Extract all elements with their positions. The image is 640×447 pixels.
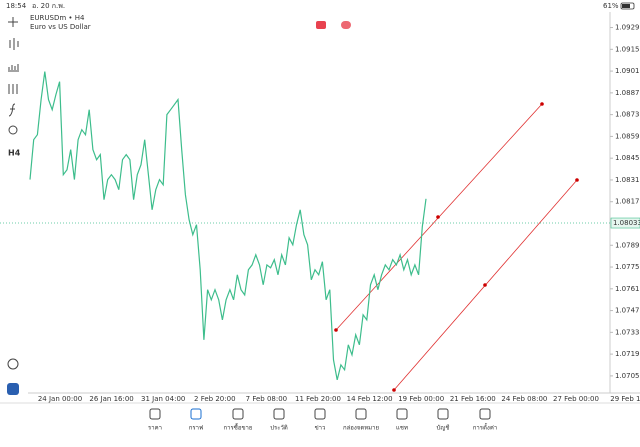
price-line xyxy=(29,71,427,381)
x-tick-label: 14 Feb 12:00 xyxy=(347,395,393,403)
nav-label[interactable]: ราคา xyxy=(148,425,162,432)
nav-label[interactable]: ข่าว xyxy=(315,425,326,432)
one-click-button[interactable] xyxy=(341,21,351,29)
trend-handle[interactable] xyxy=(575,178,579,182)
nav-icon[interactable] xyxy=(355,408,367,420)
x-tick-label: 7 Feb 08:00 xyxy=(246,395,287,403)
nav-label[interactable]: ประวัติ xyxy=(270,425,288,432)
status-battery: 61% xyxy=(603,2,619,10)
y-tick-label: 1.08310 xyxy=(615,176,640,184)
y-tick-label: 1.08450 xyxy=(615,154,640,162)
y-tick-label: 1.07190 xyxy=(615,350,640,358)
nav-icon[interactable] xyxy=(273,408,285,420)
chart-type-icon[interactable] xyxy=(9,38,19,50)
x-tick-label: 19 Feb 00:00 xyxy=(398,395,444,403)
nav-icon[interactable] xyxy=(479,408,491,420)
objects-icon[interactable] xyxy=(8,125,18,135)
y-tick-label: 1.07330 xyxy=(615,328,640,336)
sell-button[interactable] xyxy=(316,21,326,29)
x-tick-label: 24 Jan 00:00 xyxy=(38,395,82,403)
y-tick-label: 1.09150 xyxy=(615,45,640,53)
y-tick-label: 1.07750 xyxy=(615,263,640,271)
trend-handle[interactable] xyxy=(483,283,487,287)
nav-icon[interactable] xyxy=(190,408,202,420)
current-price-label: 1.08033 xyxy=(613,219,640,227)
trend-handle[interactable] xyxy=(392,388,396,392)
nav-label[interactable]: แชท xyxy=(396,425,408,432)
search-icon[interactable] xyxy=(7,358,19,370)
status-time: 18:54 xyxy=(6,2,27,10)
x-tick-label: 31 Jan 04:00 xyxy=(141,395,185,403)
y-tick-label: 1.08170 xyxy=(615,198,640,206)
battery-icon xyxy=(620,2,635,10)
timeframe[interactable]: H4 xyxy=(8,149,21,158)
nav-icon[interactable] xyxy=(232,408,244,420)
trend-handle[interactable] xyxy=(334,328,338,332)
x-tick-label: 24 Feb 08:00 xyxy=(501,395,547,403)
x-tick-label: 2 Feb 20:00 xyxy=(194,395,235,403)
y-tick-label: 1.07470 xyxy=(615,307,640,315)
function-icon[interactable] xyxy=(8,103,16,117)
nav-icon[interactable] xyxy=(314,408,326,420)
x-tick-label: 11 Feb 20:00 xyxy=(295,395,341,403)
y-tick-label: 1.07890 xyxy=(615,241,640,249)
nav-label[interactable]: การตั้งค่า xyxy=(473,422,497,432)
app-icon[interactable] xyxy=(7,383,19,395)
indicators-icon[interactable] xyxy=(8,84,18,94)
nav-label[interactable]: การซื้อขาย xyxy=(224,422,253,432)
trend-handle[interactable] xyxy=(540,102,544,106)
nav-label[interactable]: กราฟ xyxy=(189,425,203,432)
nav-label[interactable]: กล่องจดหมาย xyxy=(343,425,379,432)
nav-icon[interactable] xyxy=(437,408,449,420)
left-toolbar xyxy=(7,17,19,370)
x-tick-label: 21 Feb 16:00 xyxy=(450,395,496,403)
current-price-box xyxy=(610,217,640,229)
y-tick-label: 1.07050 xyxy=(615,372,640,380)
nav-icon[interactable] xyxy=(149,408,161,420)
x-tick-label: 29 Feb 16 xyxy=(610,395,640,403)
y-tick-label: 1.08730 xyxy=(615,111,640,119)
status-date: อ. 20 ก.พ. xyxy=(32,2,65,10)
y-tick-label: 1.07610 xyxy=(615,285,640,293)
volume-icon[interactable] xyxy=(8,64,19,72)
nav-icon[interactable] xyxy=(396,408,408,420)
y-tick-label: 1.09010 xyxy=(615,67,640,75)
nav-label[interactable]: บัญชี xyxy=(437,424,450,432)
symbol-description: Euro vs US Dollar xyxy=(30,23,91,31)
x-tick-label: 26 Jan 16:00 xyxy=(89,395,133,403)
y-tick-label: 1.08870 xyxy=(615,89,640,97)
battery-level xyxy=(622,4,630,8)
y-tick-label: 1.08590 xyxy=(615,132,640,140)
x-tick-label: 27 Feb 00:00 xyxy=(553,395,599,403)
crosshair-icon[interactable] xyxy=(8,17,18,27)
trend-handle[interactable] xyxy=(436,215,440,219)
y-tick-label: 1.09290 xyxy=(615,24,640,32)
symbol[interactable]: EURUSDm • H4 xyxy=(30,14,85,22)
